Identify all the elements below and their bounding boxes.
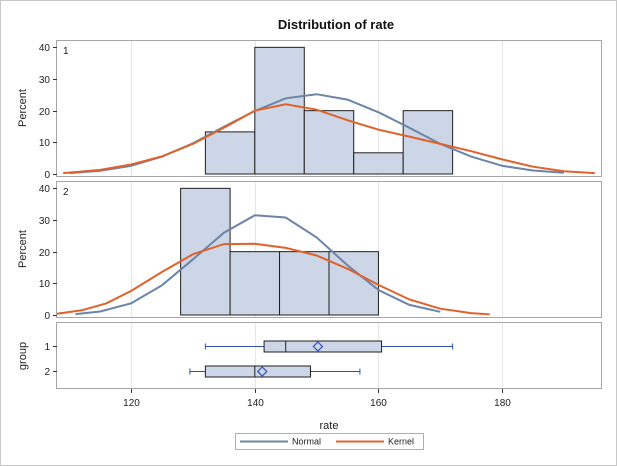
chart-title: Distribution of rate [278,17,394,32]
mean-marker-1 [312,341,324,352]
legend-kernel-label: Kernel [388,437,414,447]
panel-2-y-axis: 0 10 20 30 40 [39,184,57,322]
panel-1-kernel-curve [63,103,595,175]
bar-1-5 [402,110,454,175]
panel-2-ylabel: Percent [17,230,29,268]
boxplot-y-axis: 12 [44,342,57,378]
bar-2-3 [279,251,330,316]
ytick-label-1-10: 10 [39,138,51,149]
panel-2-bars [180,187,379,316]
panel-2-normal-curve [75,214,441,316]
bar-2-2 [229,251,281,316]
legend: Normal Kernel [235,433,424,450]
panel-2-kernel-curve [56,242,490,316]
ytick-label-2-30: 30 [39,216,51,227]
ytick-label-1-30: 30 [39,75,51,86]
histogram-panel-1: 0 10 20 30 40 1 [39,40,602,181]
boxplot-ylabel: group [17,342,29,370]
bar-1-4 [353,152,404,175]
histogram-panel-2: 0 10 20 30 40 2 [39,181,602,322]
panel-1-ylabel: Percent [17,89,29,127]
x-axis-label: rate [320,420,339,432]
bar-2-1 [180,187,231,316]
boxplot-frame [56,322,602,389]
bar-1-1 [204,131,256,175]
panel-1-y-axis: 0 10 20 30 40 [39,43,57,181]
group-label-1: 1 [44,342,50,353]
xtick-label-140: 140 [247,398,264,409]
xtick-label-160: 160 [370,398,387,409]
xtick-label-180: 180 [494,398,511,409]
ytick-label-2-20: 20 [39,248,51,259]
boxplot-marks [189,340,454,378]
ytick-label-1-0: 0 [44,170,50,181]
x-axis: 120 140 160 180 [123,389,511,409]
mean-marker-2 [256,366,268,377]
ytick-label-2-40: 40 [39,184,51,195]
panel-1-bars [204,46,454,175]
panel-1-label: 1 [63,46,69,57]
ytick-label-1-20: 20 [39,107,51,118]
ytick-label-2-10: 10 [39,279,51,290]
xtick-label-120: 120 [123,398,140,409]
bar-1-2 [254,46,305,175]
bar-1-3 [303,110,355,175]
ytick-label-2-0: 0 [44,311,50,322]
group-label-2: 2 [44,367,50,378]
panel-2-label: 2 [63,187,69,198]
boxplot-panel: 12 [44,322,602,389]
legend-normal-label: Normal [292,437,321,447]
legend-frame [235,433,424,450]
ytick-label-1-40: 40 [39,43,51,54]
